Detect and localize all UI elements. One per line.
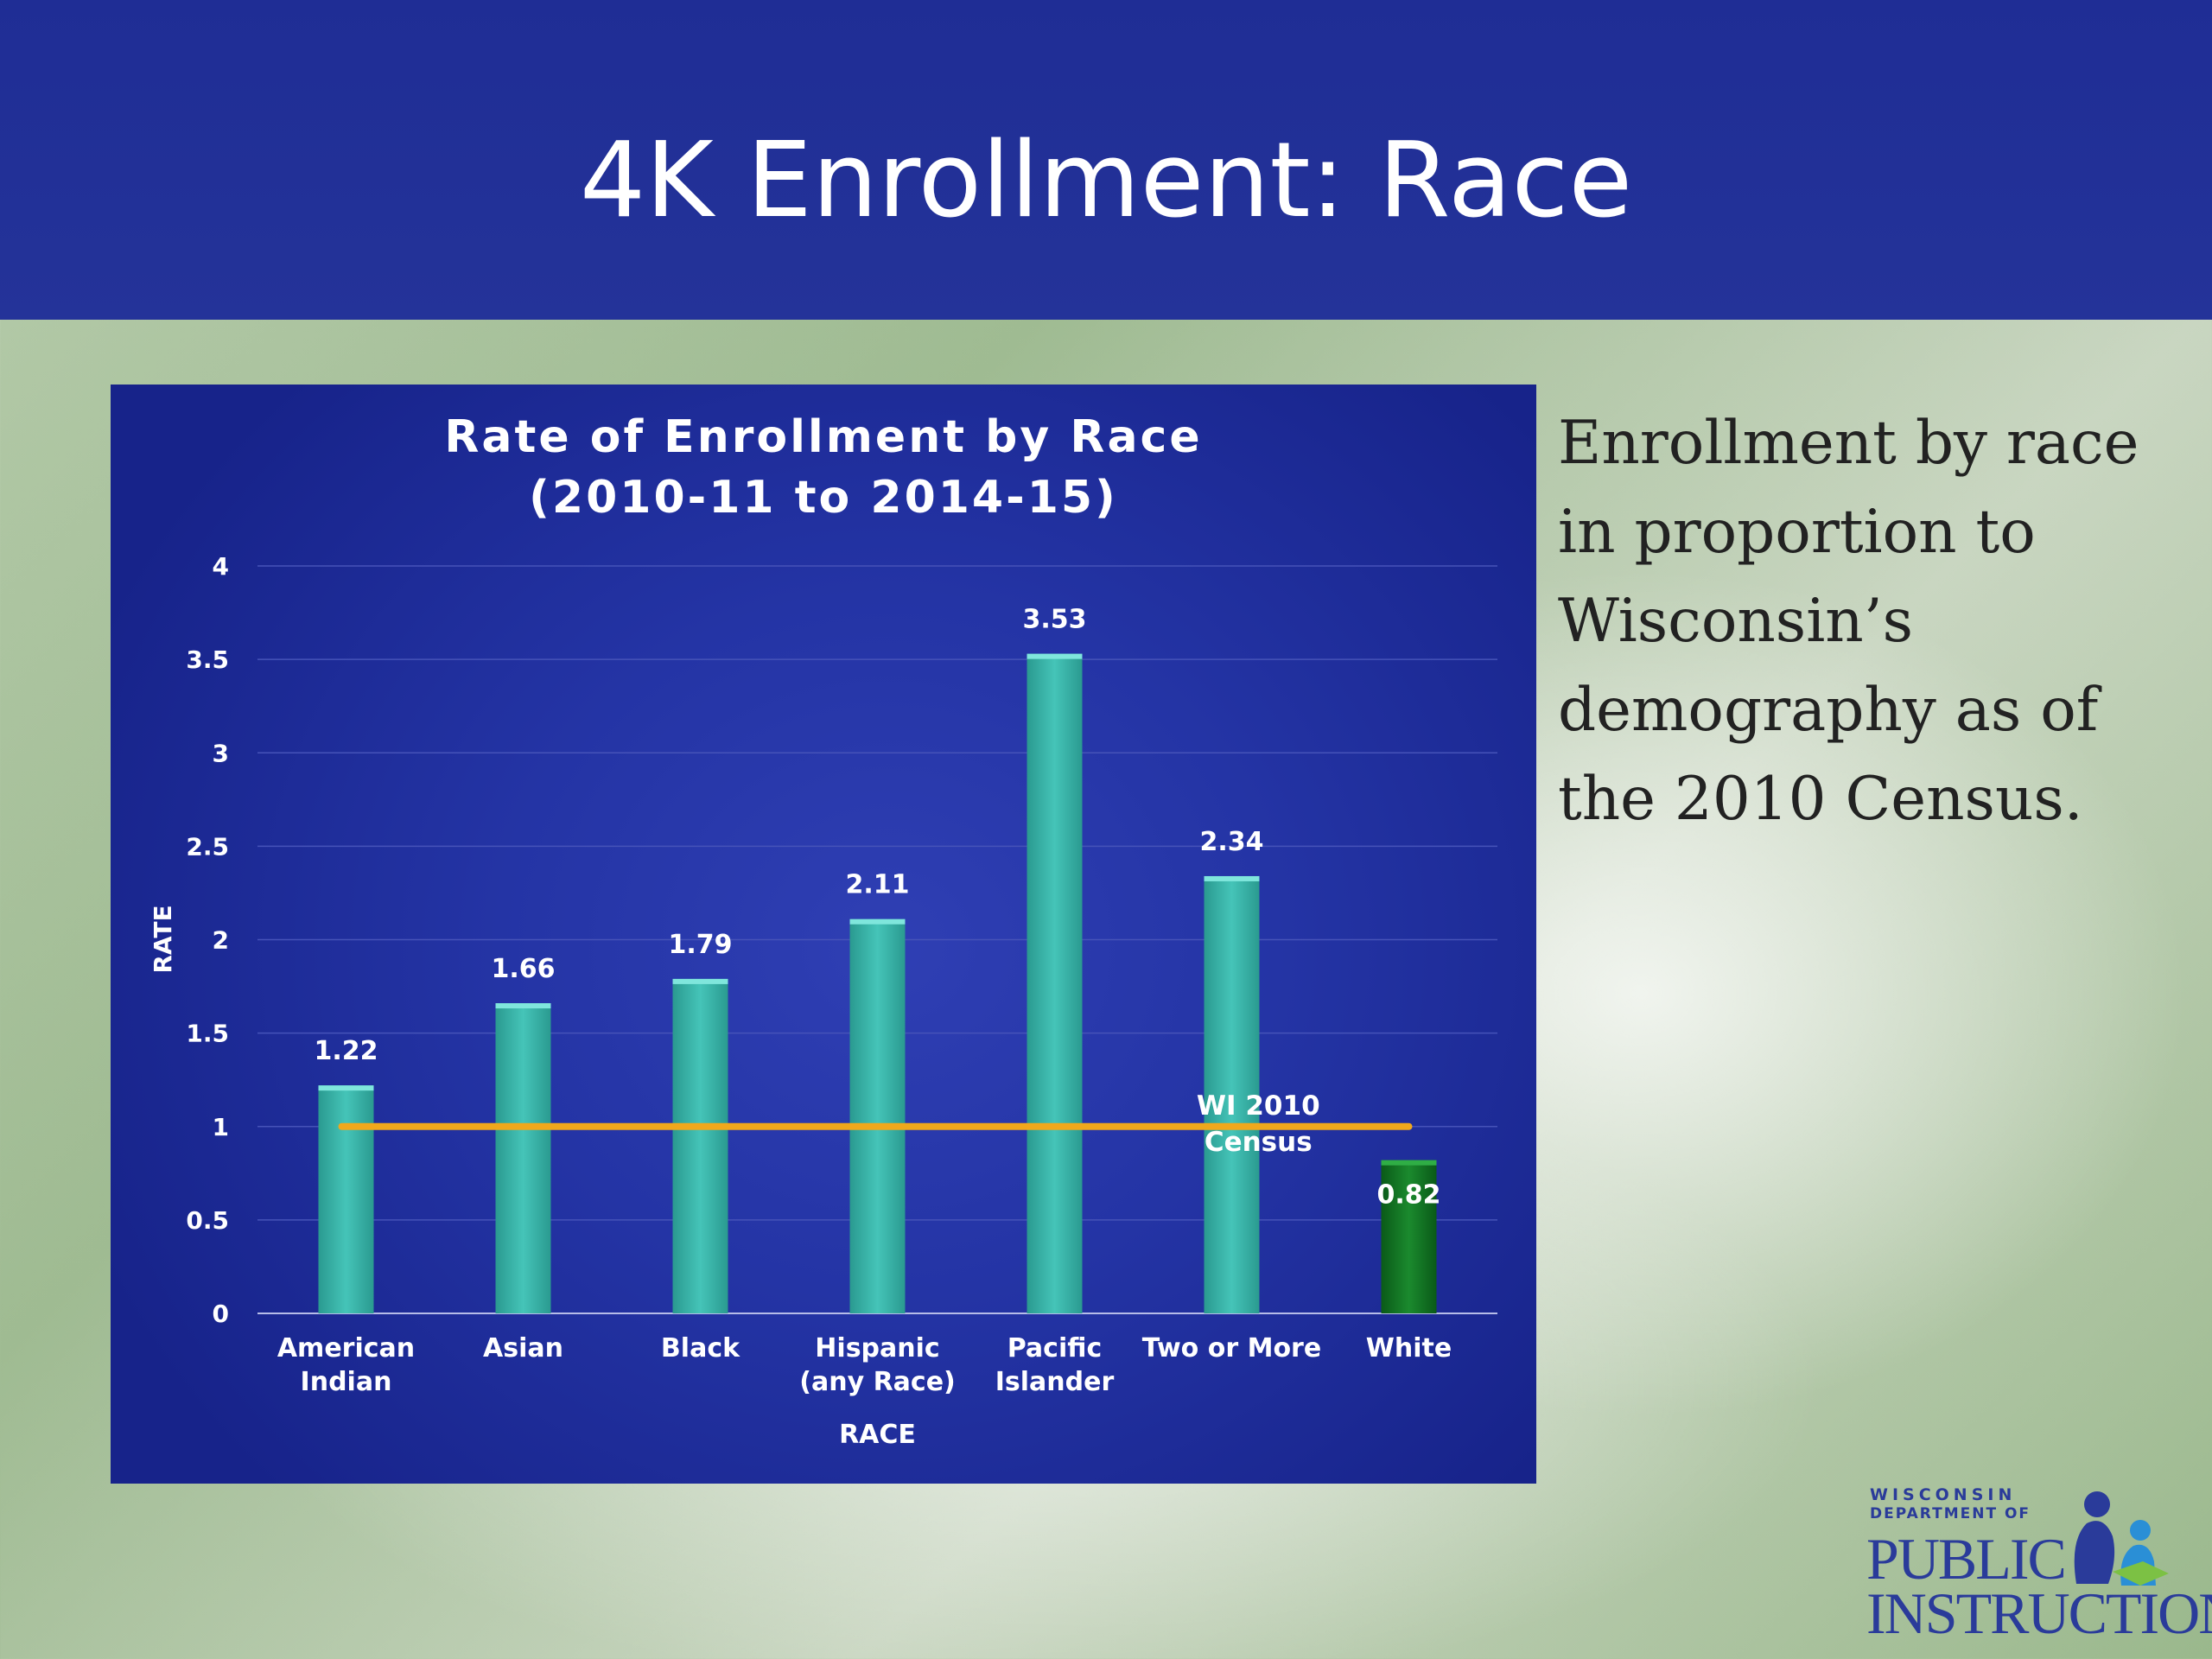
reading-figures-icon xyxy=(2074,1491,2169,1586)
chart-panel: Rate of Enrollment by Race (2010-11 to 20… xyxy=(111,385,1536,1484)
value-label: 2.11 xyxy=(845,870,909,900)
logo-instruction-text: INSTRUCTION xyxy=(1866,1580,2212,1646)
bar-5 xyxy=(1204,875,1260,1313)
bar-6 xyxy=(1381,1160,1437,1313)
y-tick-label: 1.5 xyxy=(186,1020,229,1048)
y-tick-label: 2.5 xyxy=(186,832,229,861)
category-label: (any Race) xyxy=(799,1367,956,1397)
category-label: White xyxy=(1366,1333,1452,1363)
bar-cap xyxy=(672,978,728,984)
y-tick-label: 0.5 xyxy=(186,1206,229,1235)
category-label: American xyxy=(277,1333,415,1363)
bar-1 xyxy=(495,1003,551,1313)
slide-header: 4K Enrollment: Race xyxy=(0,0,2212,320)
bar-4 xyxy=(1027,653,1083,1313)
value-label: 1.22 xyxy=(314,1036,378,1066)
y-tick-label: 1 xyxy=(213,1113,229,1141)
y-tick-label: 2 xyxy=(213,926,229,955)
bar-cap xyxy=(495,1003,551,1009)
category-label: Pacific xyxy=(1007,1333,1103,1363)
chart-title-line-2: (2010-11 to 2014-15) xyxy=(529,472,1118,524)
x-axis-label: RACE xyxy=(839,1420,916,1450)
y-tick-label: 4 xyxy=(213,552,229,581)
category-label: Indian xyxy=(301,1367,392,1397)
category-label: Hispanic xyxy=(815,1333,939,1363)
bar-cap xyxy=(1381,1160,1437,1166)
category-label: Two or More xyxy=(1142,1333,1321,1363)
value-label: 1.79 xyxy=(668,930,732,960)
category-label: Black xyxy=(661,1333,741,1363)
census-reference-label: Census xyxy=(1205,1127,1313,1158)
logo-public-text: PUBLIC xyxy=(1866,1526,2067,1592)
side-caption: Enrollment by race in proportion to Wisc… xyxy=(1558,409,2139,834)
value-label: 0.82 xyxy=(1376,1180,1440,1211)
dpi-logo: WISCONSIN DEPARTMENT OF PUBLIC INSTRUCTI… xyxy=(1866,1482,2212,1646)
category-label: Islander xyxy=(995,1367,1115,1397)
value-label: 1.66 xyxy=(491,954,555,984)
bar-cap xyxy=(1027,653,1083,659)
enrollment-bar-chart: Rate of Enrollment by Race (2010-11 to 20… xyxy=(149,411,1497,1450)
logo-department-text: DEPARTMENT OF xyxy=(1870,1505,2031,1522)
bar-2 xyxy=(672,978,728,1313)
census-reference-label: WI 2010 xyxy=(1197,1090,1320,1122)
value-label: 3.53 xyxy=(1022,605,1086,635)
y-tick-label: 3.5 xyxy=(186,645,229,674)
logo-wisconsin-text: WISCONSIN xyxy=(1870,1485,2017,1504)
y-tick-label: 3 xyxy=(213,739,229,767)
y-axis-label: RATE xyxy=(149,905,177,973)
slide-title: 4K Enrollment: Race xyxy=(579,121,1633,241)
bar-3 xyxy=(849,918,906,1313)
y-tick-label: 0 xyxy=(213,1300,229,1328)
bar-cap xyxy=(1204,875,1260,881)
chart-title-line-1: Rate of Enrollment by Race xyxy=(444,411,1202,463)
bar-0 xyxy=(318,1085,374,1313)
bar-cap xyxy=(318,1085,374,1091)
category-label: Asian xyxy=(483,1333,563,1363)
value-label: 2.34 xyxy=(1199,827,1263,857)
bar-cap xyxy=(849,918,906,925)
